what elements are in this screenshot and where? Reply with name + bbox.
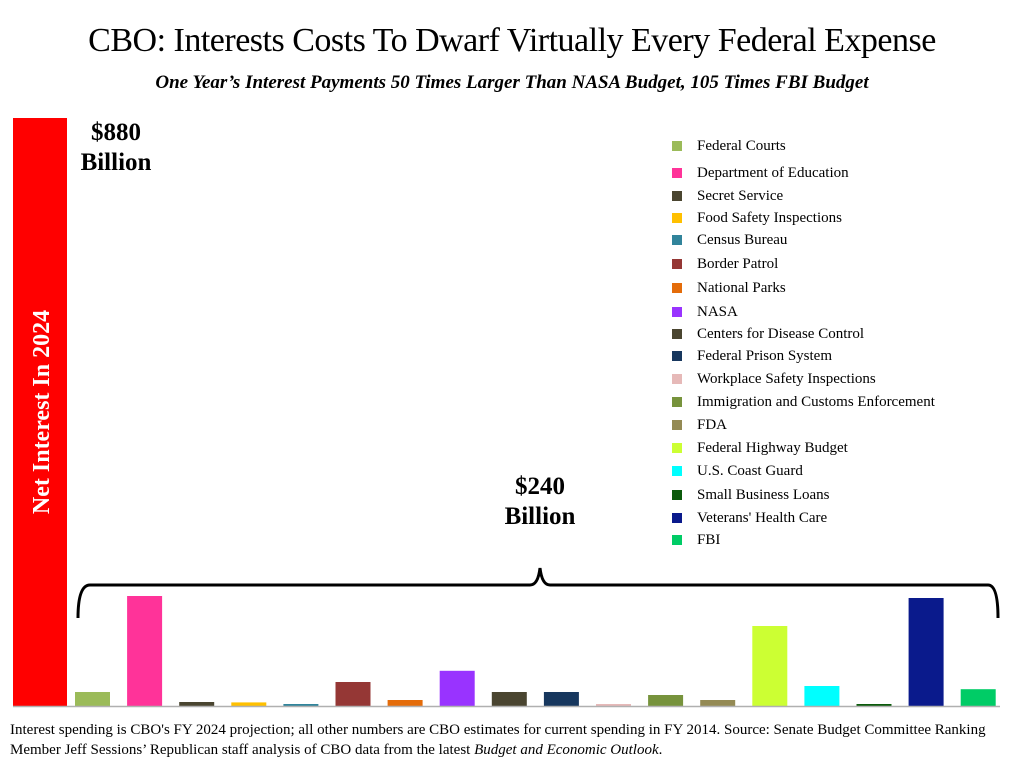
legend-label: Federal Highway Budget [697,440,848,456]
legend-swatch [672,535,682,545]
highlight-value-line1: $880 [91,119,141,146]
bar-census-bureau [283,704,319,706]
bar-federal-prison-system [543,692,579,706]
red-bar-label: Net Interest In 2024 [29,310,55,514]
legend-label: Federal Prison System [697,348,832,364]
legend-swatch [672,420,682,430]
chart-subtitle: One Year’s Interest Payments 50 Times La… [155,72,869,93]
legend-swatch [672,329,682,339]
footnote-end: . [658,742,663,758]
bar-centers-for-disease-control [491,692,527,706]
legend-swatch [672,213,682,223]
bars-group [13,118,996,706]
bracket-total-label: $240 Billion [480,472,600,532]
legend-swatch [672,235,682,245]
bracket [76,567,1000,619]
bar-nasa [439,670,475,706]
legend-swatch [672,466,682,476]
legend-label: NASA [697,304,738,320]
footnote-text: Interest spending is CBO's FY 2024 proje… [10,722,986,758]
bar-border-patrol [335,682,371,706]
legend-swatch [672,397,682,407]
legend-label: Food Safety Inspections [697,210,842,226]
legend-swatch [672,513,682,523]
legend-label: Secret Service [697,188,784,204]
legend-swatch [672,141,682,151]
legend-label: Workplace Safety Inspections [697,371,876,387]
bar-food-safety-inspections [231,702,267,706]
bar-net-interest-2024 [13,118,67,706]
bar-immigration-and-customs-enforcement [648,695,684,706]
legend-label: Small Business Loans [697,487,830,503]
legend-swatch [672,191,682,201]
footnote-italic: Budget and Economic Outlook [474,742,659,758]
bar-u-s-coast-guard [804,686,840,706]
legend-label: Federal Courts [697,138,786,154]
legend-label: Centers for Disease Control [697,326,865,342]
legend-swatch [672,168,682,178]
legend-label: U.S. Coast Guard [697,463,803,479]
legend-label: Border Patrol [697,256,779,272]
legend-swatch [672,490,682,500]
bar-workplace-safety-inspections [596,704,631,706]
bar-federal-highway-budget [752,626,788,706]
legend-swatch [672,307,682,317]
bracket-total-line1: $240 [515,473,565,500]
legend-label: FDA [697,417,728,433]
bar-department-of-education [127,596,163,706]
bracket-total-line2: Billion [504,503,576,530]
highlight-value-label: $880 Billion [72,118,160,178]
legend-label: Census Bureau [697,232,788,248]
legend-label: Department of Education [697,165,849,181]
legend-swatch [672,283,682,293]
bar-veterans-health-care [908,598,944,706]
legend-swatch [672,259,682,269]
legend-swatch [672,443,682,453]
bar-small-business-loans [856,704,892,706]
highlight-value-line2: Billion [80,149,152,176]
bar-fda [700,700,736,706]
footnote: Interest spending is CBO's FY 2024 proje… [10,720,1015,760]
legend-swatch [672,351,682,361]
legend-label: Immigration and Customs Enforcement [697,394,935,410]
legend-label: FBI [697,532,721,548]
bar-secret-service [179,702,215,706]
bar-fbi [960,689,996,706]
legend-label: National Parks [697,280,786,296]
bar-national-parks [387,700,423,706]
legend-label: Veterans' Health Care [697,510,828,526]
legend-swatch [672,374,682,384]
chart-title: CBO: Interests Costs To Dwarf Virtually … [88,22,936,59]
bar-federal-courts [75,692,110,706]
